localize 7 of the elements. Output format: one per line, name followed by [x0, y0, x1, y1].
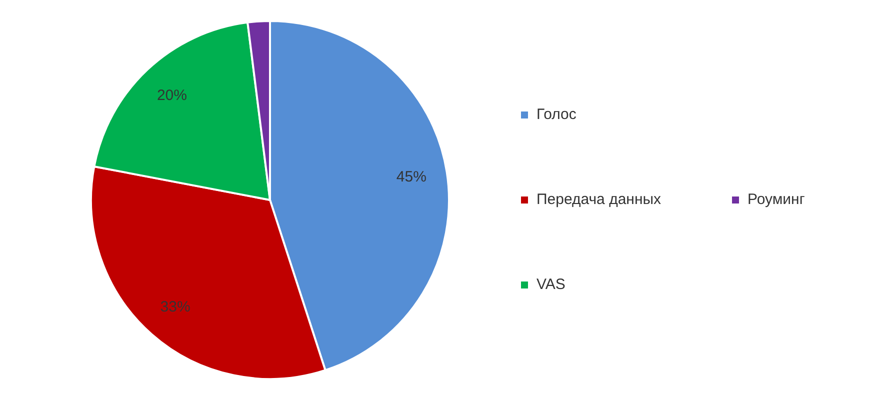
legend-label: Голос: [536, 106, 577, 124]
data-label: 20%: [156, 86, 187, 104]
legend-label: Передача данных: [536, 191, 662, 208]
legend-label: VAS: [536, 276, 566, 294]
data-label: 33%: [160, 298, 190, 316]
legend-label: Роуминг: [748, 191, 806, 208]
data-label: 45%: [396, 168, 426, 186]
